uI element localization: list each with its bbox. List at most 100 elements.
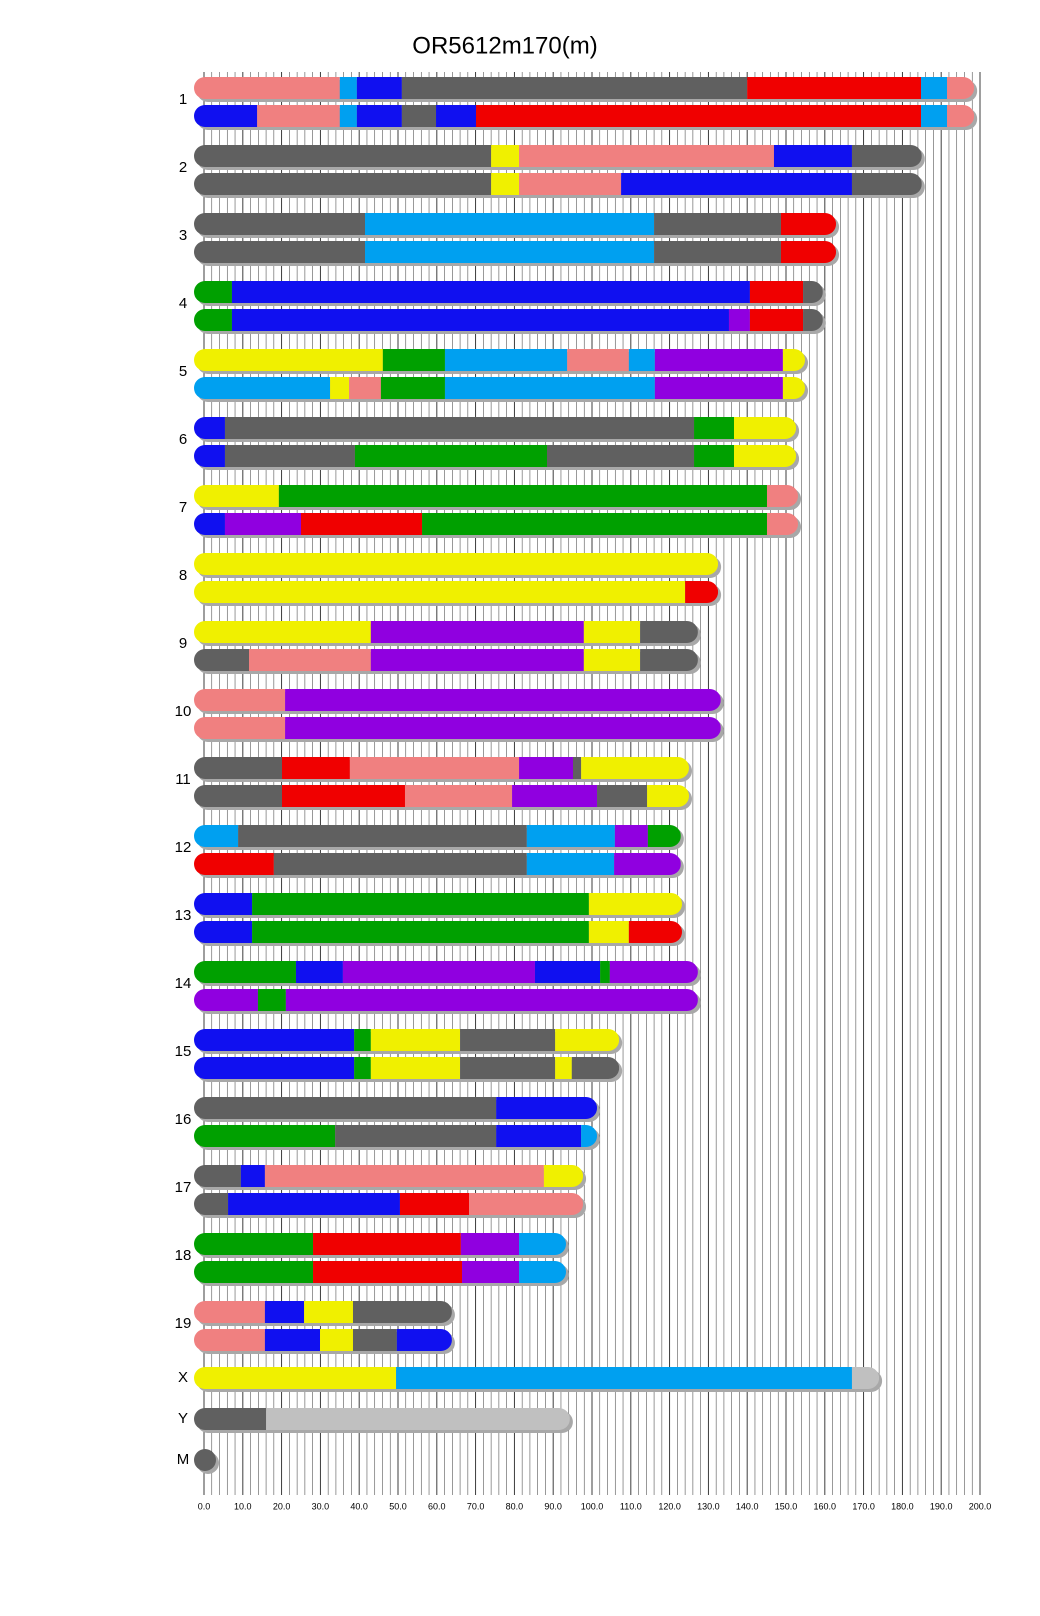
- haplotype-bar: [194, 893, 686, 918]
- segment: [780, 213, 837, 235]
- segment: [491, 173, 520, 195]
- segment: [356, 105, 402, 127]
- segment: [354, 445, 547, 467]
- segment: [460, 1233, 520, 1255]
- segment: [546, 445, 695, 467]
- haplotype-bar: [194, 1301, 455, 1326]
- haplotype-bar: [194, 309, 826, 334]
- segment: [252, 893, 589, 915]
- chromosome-label: 7: [179, 499, 187, 516]
- haplotype-bar: [194, 105, 978, 130]
- segment: [555, 1057, 572, 1079]
- chromosome-label: Y: [178, 1410, 188, 1427]
- segment: [370, 621, 584, 643]
- segment: [194, 241, 366, 263]
- chromosome-label: 8: [179, 567, 187, 584]
- segments: [194, 1233, 567, 1255]
- segment: [519, 757, 573, 779]
- segment: [194, 989, 258, 1011]
- segment: [773, 145, 852, 167]
- segment: [231, 281, 750, 303]
- segments: [194, 1193, 584, 1215]
- segments: [194, 349, 806, 371]
- segments: [194, 1367, 880, 1389]
- segment: [422, 513, 767, 535]
- segments: [194, 689, 721, 711]
- segment: [224, 445, 355, 467]
- x-tick-label: 10.0: [234, 1501, 252, 1511]
- segment: [475, 105, 922, 127]
- x-tick-label: 200.0: [969, 1501, 992, 1511]
- x-tick-label: 130.0: [697, 1501, 720, 1511]
- segment: [628, 349, 655, 371]
- x-tick-label: 40.0: [350, 1501, 368, 1511]
- segment: [194, 853, 274, 875]
- segment: [313, 1261, 463, 1283]
- segment: [694, 445, 735, 467]
- chromosome-label: 15: [175, 1043, 192, 1060]
- segment: [581, 757, 689, 779]
- chromosome-label: 6: [179, 431, 187, 448]
- segment: [526, 853, 615, 875]
- segment: [194, 349, 383, 371]
- haplotype-bar: [194, 1233, 570, 1258]
- segment: [257, 105, 340, 127]
- segment: [782, 377, 806, 399]
- segment: [766, 513, 799, 535]
- segment: [851, 173, 922, 195]
- haplotype-bar: [194, 241, 840, 266]
- segment: [436, 105, 476, 127]
- x-tick-label: 90.0: [544, 1501, 562, 1511]
- segment: [365, 241, 655, 263]
- segment: [194, 1165, 241, 1187]
- chromosome-label: 16: [175, 1111, 192, 1128]
- segment: [588, 921, 629, 943]
- segment: [194, 649, 250, 671]
- haplotype-bar: [194, 1367, 883, 1392]
- x-tick-label: 140.0: [736, 1501, 759, 1511]
- segment: [194, 757, 282, 779]
- segment: [404, 785, 513, 807]
- segments: [194, 1449, 216, 1471]
- segment: [194, 445, 225, 467]
- haplotype-bar: [194, 921, 686, 946]
- segment: [780, 241, 837, 263]
- haplotype-bar: [194, 1097, 601, 1122]
- segment: [194, 105, 258, 127]
- segments: [194, 825, 681, 847]
- segment: [339, 105, 357, 127]
- segments: [194, 513, 799, 535]
- segment: [285, 989, 698, 1011]
- haplotype-bar: [194, 145, 925, 170]
- segment: [354, 1029, 371, 1051]
- haplotype-bar: [194, 281, 826, 306]
- segment: [370, 1029, 461, 1051]
- haplotype-bar: [194, 621, 701, 646]
- segment: [749, 281, 804, 303]
- segment: [194, 513, 225, 535]
- segment: [224, 417, 695, 439]
- segments: [194, 445, 797, 467]
- segment: [640, 621, 698, 643]
- segment: [335, 1125, 497, 1147]
- segment: [851, 145, 922, 167]
- segment: [194, 825, 239, 847]
- segments: [194, 1097, 598, 1119]
- segment: [194, 961, 296, 983]
- haplotype-bar: [194, 825, 684, 850]
- segment: [519, 1233, 567, 1255]
- segments: [194, 1408, 570, 1430]
- segments: [194, 1029, 620, 1051]
- segment: [947, 105, 975, 127]
- haplotype-bar: [194, 649, 701, 674]
- haplotype-bar: [194, 853, 684, 878]
- haplotype-bar: [194, 689, 724, 714]
- segment: [281, 757, 350, 779]
- x-tick-label: 70.0: [467, 1501, 485, 1511]
- segment: [382, 349, 445, 371]
- haplotype-bar: [194, 717, 724, 742]
- segment: [460, 1029, 556, 1051]
- segment: [313, 1233, 461, 1255]
- haplotype-bar: [194, 1165, 587, 1190]
- segment: [555, 1029, 620, 1051]
